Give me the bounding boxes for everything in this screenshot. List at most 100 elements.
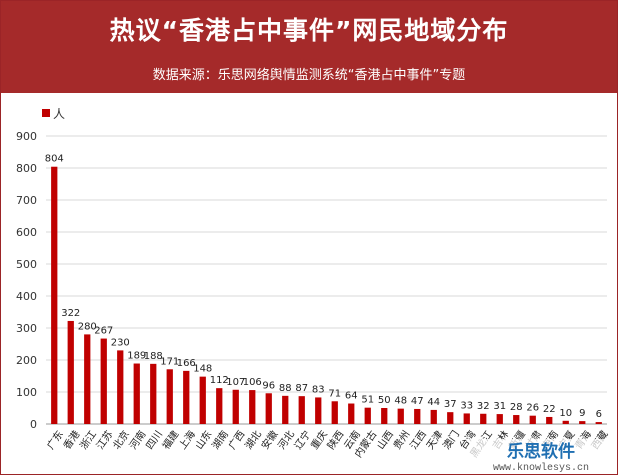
- bar-value-label: 47: [411, 396, 424, 407]
- bar-value-label: 166: [177, 358, 196, 369]
- bar: [595, 422, 602, 424]
- category-label: 江苏: [93, 428, 115, 452]
- bar: [529, 415, 536, 424]
- bar-value-label: 6: [596, 409, 602, 420]
- y-tick-label: 0: [30, 418, 37, 431]
- bar-value-label: 280: [78, 321, 97, 332]
- category-label: 浙江: [78, 429, 99, 452]
- bars: [51, 166, 602, 424]
- bar: [496, 414, 503, 424]
- chart-title: 热议“香港占中事件”网民地域分布: [109, 16, 509, 45]
- bar: [513, 415, 520, 424]
- bar: [133, 363, 140, 424]
- watermark: 乐思软件 www.knowlesys.cn: [469, 439, 615, 474]
- bar: [84, 334, 91, 424]
- bar-value-label: 107: [226, 377, 245, 388]
- bar: [579, 421, 586, 424]
- category-label: 辽宁: [291, 428, 313, 452]
- category-label: 广西: [226, 429, 247, 452]
- y-axis: 0 100 200 300 400 500 600 700 800 900: [16, 130, 37, 431]
- bar-value-label: 71: [328, 388, 341, 399]
- bar-value-label: 28: [510, 402, 523, 413]
- bar: [216, 388, 223, 424]
- bar-value-label: 9: [579, 408, 585, 419]
- bar: [265, 393, 272, 424]
- bar: [67, 320, 74, 424]
- bar-value-label: 106: [243, 377, 262, 388]
- category-label: 山东: [192, 428, 214, 452]
- bar-value-label: 64: [345, 391, 358, 402]
- bar: [447, 412, 454, 424]
- watermark-brand: 乐思软件: [507, 441, 575, 462]
- bar: [232, 389, 239, 424]
- bar-value-label: 50: [378, 395, 391, 406]
- category-label: 福建: [159, 428, 181, 452]
- bar-value-label: 322: [61, 308, 80, 319]
- category-label: 贵州: [390, 428, 412, 452]
- bar-value-label: 48: [394, 396, 407, 407]
- bar-value-label: 33: [460, 400, 473, 411]
- category-label: 安徽: [258, 428, 280, 452]
- category-label: 重庆: [308, 428, 330, 452]
- y-tick-label: 400: [16, 290, 37, 303]
- category-label: 湖北: [243, 429, 264, 452]
- bar: [298, 396, 305, 424]
- category-label: 江西: [408, 429, 429, 452]
- category-label: 湖南: [209, 428, 231, 452]
- category-label: 香港: [61, 429, 82, 452]
- y-tick-label: 100: [16, 386, 37, 399]
- y-tick-label: 200: [16, 354, 37, 367]
- y-tick-label: 300: [16, 322, 37, 335]
- bar-value-label: 87: [295, 383, 308, 394]
- category-label: 澳门: [440, 428, 462, 452]
- category-label: 北京: [110, 428, 132, 452]
- bar-value-label: 96: [262, 380, 275, 391]
- bar-value-label: 37: [444, 399, 457, 410]
- category-label: 山西: [375, 429, 396, 452]
- bar: [249, 390, 256, 424]
- bar: [183, 370, 190, 424]
- y-tick-label: 800: [16, 162, 37, 175]
- bar-value-label: 44: [427, 397, 440, 408]
- bar: [381, 408, 388, 424]
- y-tick-label: 600: [16, 226, 37, 239]
- y-tick-label: 700: [16, 194, 37, 207]
- bar-value-label: 10: [559, 408, 572, 419]
- bar-value-label: 51: [361, 395, 374, 406]
- bar-value-label: 32: [477, 401, 490, 412]
- bar: [463, 413, 470, 424]
- bar: [562, 420, 569, 424]
- legend-label: 人: [53, 107, 65, 121]
- bar: [100, 338, 107, 424]
- category-label: 天津: [424, 429, 445, 452]
- watermark-url: www.knowlesys.cn: [493, 462, 589, 474]
- bar: [480, 413, 487, 424]
- bar-value-label: 22: [543, 404, 556, 415]
- category-label: 四川: [144, 429, 164, 452]
- bar-value-label: 31: [493, 401, 506, 412]
- bar-value-label: 148: [193, 364, 212, 375]
- bar-value-label: 189: [127, 351, 146, 362]
- bar-value-label: 267: [94, 326, 113, 337]
- bar: [117, 350, 124, 424]
- bar-value-label: 26: [526, 403, 539, 414]
- bar-value-label: 83: [312, 384, 325, 395]
- bar-value-label: 188: [144, 351, 163, 362]
- y-tick-label: 900: [16, 130, 37, 143]
- bar: [331, 401, 338, 424]
- bar-value-label: 230: [111, 337, 130, 348]
- chart-subtitle: 数据来源：乐思网络舆情监测系统“香港占中事件”专题: [152, 68, 466, 83]
- category-label: 河南: [126, 428, 148, 452]
- bar: [199, 376, 206, 424]
- bar: [51, 166, 58, 424]
- legend-swatch: [42, 109, 50, 117]
- bar-value-label: 112: [210, 375, 229, 386]
- legend: 人: [42, 107, 65, 121]
- category-label: 陕西: [324, 428, 346, 452]
- category-label: 河北: [276, 429, 297, 452]
- bar: [315, 397, 322, 424]
- bar: [150, 363, 157, 424]
